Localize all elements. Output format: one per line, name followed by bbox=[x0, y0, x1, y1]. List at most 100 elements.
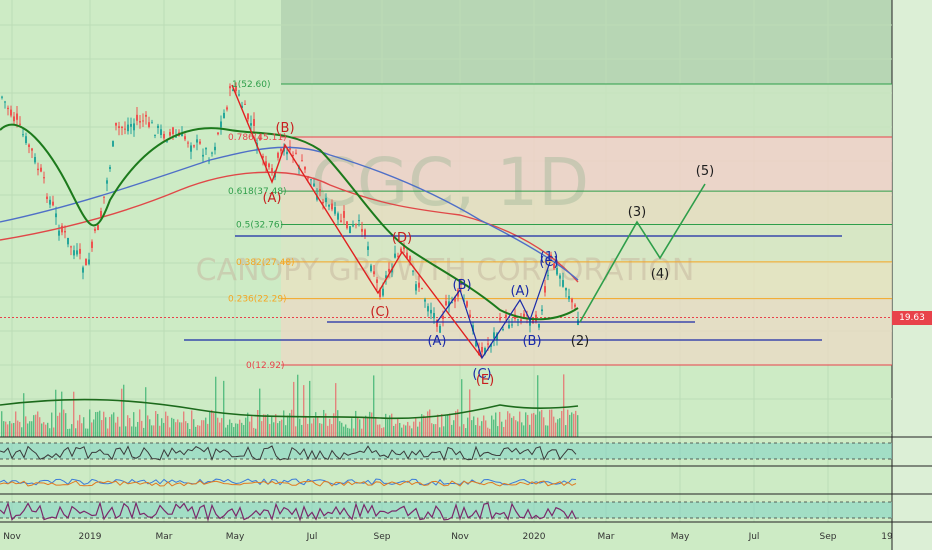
volume-bar bbox=[483, 415, 485, 437]
volume-bar bbox=[515, 420, 517, 437]
volume-bar bbox=[389, 415, 391, 437]
candle-body bbox=[304, 166, 306, 170]
volume-bar bbox=[215, 376, 217, 437]
candle-body bbox=[319, 189, 321, 191]
volume-bar bbox=[573, 413, 575, 437]
volume-bar bbox=[193, 419, 195, 437]
candle-body bbox=[442, 315, 444, 320]
volume-bar bbox=[85, 428, 87, 437]
candle-body bbox=[313, 183, 315, 187]
candle-body bbox=[367, 246, 369, 250]
watermark-company: CANOPY GROWTH CORPORATION bbox=[196, 253, 695, 288]
candle-body bbox=[391, 268, 393, 273]
volume-bar bbox=[559, 418, 561, 437]
volume-bar bbox=[35, 414, 37, 437]
wave-label: (A) bbox=[510, 284, 529, 299]
volume-bar bbox=[267, 414, 269, 437]
candle-body bbox=[340, 220, 342, 222]
volume-bar bbox=[409, 425, 411, 437]
indicator-panels bbox=[0, 436, 932, 523]
volume-bar bbox=[199, 425, 201, 437]
candle-body bbox=[475, 340, 477, 347]
candle-body bbox=[7, 107, 9, 110]
volume-bar bbox=[367, 416, 369, 437]
volume-bar bbox=[335, 383, 337, 437]
volume-bar bbox=[255, 428, 257, 437]
macd-signal-line bbox=[0, 480, 577, 487]
candle-body bbox=[571, 298, 573, 303]
volume-bar bbox=[567, 409, 569, 437]
fib-labels: 1(52.60) 0.786(45.11) 0.618(37.48) 0.5(32.7… bbox=[228, 80, 295, 371]
wave-label: (1) bbox=[540, 250, 558, 265]
candle-body bbox=[115, 122, 117, 126]
candle-body bbox=[55, 213, 57, 218]
candle-body bbox=[277, 152, 279, 158]
ma-blue-line bbox=[0, 146, 579, 281]
candle-body bbox=[37, 168, 39, 171]
candle-body bbox=[193, 145, 195, 147]
volume-bar bbox=[331, 424, 333, 437]
volume-bar bbox=[217, 417, 219, 437]
volume-bar bbox=[465, 428, 467, 437]
volume-bar bbox=[321, 423, 323, 437]
candle-body bbox=[196, 139, 198, 143]
volume-bar bbox=[315, 412, 317, 437]
candle-body bbox=[136, 114, 138, 121]
candle-body bbox=[46, 196, 48, 200]
green-projection-line bbox=[579, 183, 706, 323]
volume-bar bbox=[317, 416, 319, 437]
volume-bar bbox=[5, 421, 7, 437]
candle-body bbox=[574, 304, 576, 307]
candle-body bbox=[130, 123, 132, 127]
candle-body bbox=[217, 132, 219, 135]
candle-body bbox=[490, 344, 492, 347]
volume-bar bbox=[151, 425, 153, 437]
volume-bar bbox=[325, 413, 327, 437]
volume-bar bbox=[565, 425, 567, 437]
candle-body bbox=[49, 199, 51, 205]
wave-zigzag bbox=[231, 84, 706, 360]
volume-bar bbox=[519, 411, 521, 437]
volume-bar bbox=[431, 423, 433, 437]
candle-body bbox=[520, 319, 522, 321]
volume-bar bbox=[507, 411, 509, 437]
candle-body bbox=[235, 86, 237, 92]
candle-body bbox=[388, 268, 390, 272]
fib-label: 0.236(22.29) bbox=[228, 295, 287, 305]
candle-body bbox=[559, 275, 561, 279]
volume-bar bbox=[63, 409, 65, 437]
volume-bar bbox=[235, 423, 237, 437]
candle-body bbox=[538, 324, 540, 328]
volume-bar bbox=[343, 426, 345, 437]
volume-bar bbox=[505, 419, 507, 437]
candle-body bbox=[478, 349, 480, 356]
volume-bar bbox=[411, 428, 413, 437]
candle-body bbox=[415, 284, 417, 291]
volume-bar bbox=[195, 426, 197, 437]
candle-body bbox=[97, 224, 99, 231]
volume-bar bbox=[341, 422, 343, 437]
candle-body bbox=[76, 250, 78, 255]
candle-body bbox=[409, 256, 411, 261]
candle-body bbox=[271, 168, 273, 172]
volume-bar bbox=[373, 375, 375, 437]
candle-body bbox=[310, 179, 312, 181]
candle-body bbox=[16, 113, 18, 120]
volume-bar bbox=[111, 414, 113, 437]
volume-bar bbox=[481, 421, 483, 437]
volume-bar bbox=[309, 380, 311, 437]
volume-bar bbox=[553, 416, 555, 437]
volume-bar bbox=[39, 417, 41, 437]
volume-bar bbox=[55, 389, 57, 437]
candle-body bbox=[430, 309, 432, 314]
ma-green-line bbox=[0, 123, 579, 321]
x-axis-label: Sep bbox=[820, 532, 837, 542]
candle-body bbox=[154, 134, 156, 136]
volume-bar bbox=[287, 415, 289, 437]
candle-body bbox=[151, 122, 153, 124]
candle-body bbox=[19, 123, 21, 125]
x-axis-label: Nov bbox=[451, 532, 469, 542]
candle-body bbox=[28, 144, 30, 147]
candle-body bbox=[346, 221, 348, 229]
